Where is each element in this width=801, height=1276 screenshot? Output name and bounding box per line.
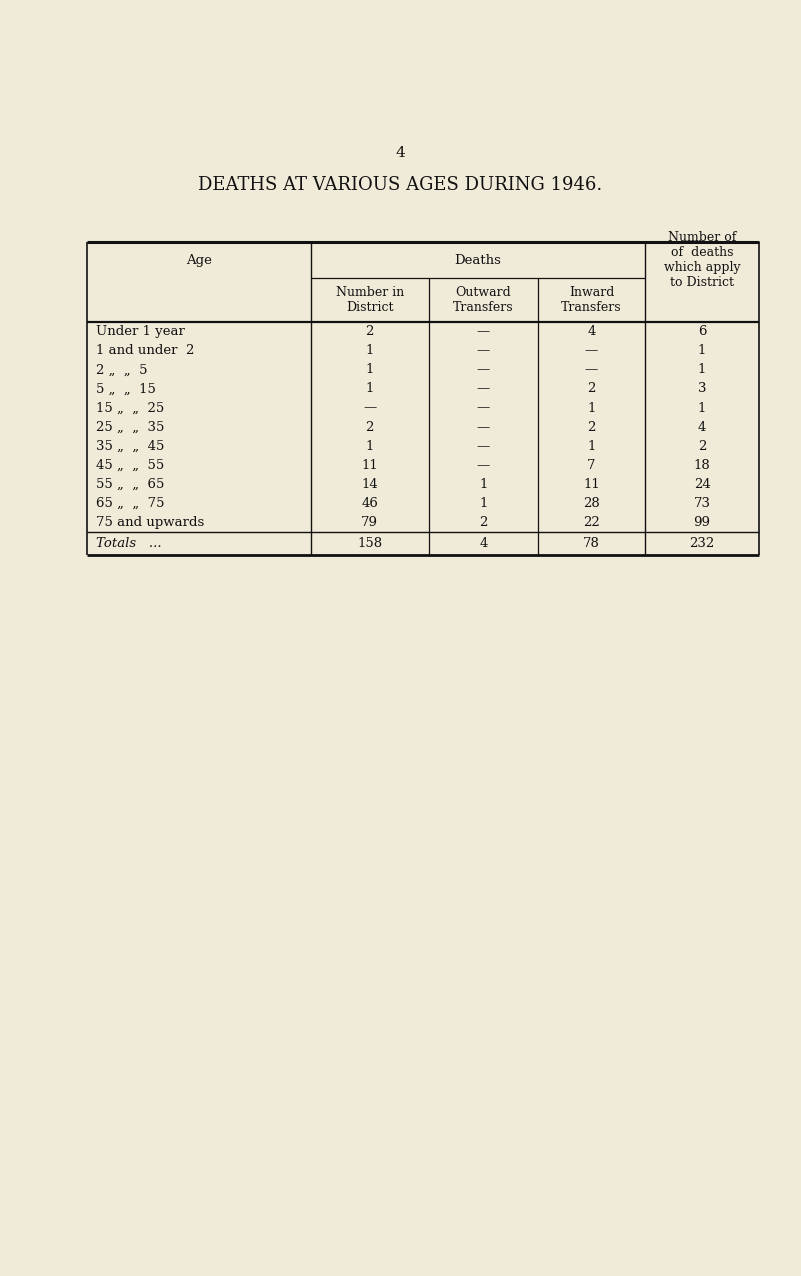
Text: 15 „  „  25: 15 „ „ 25 [96,402,164,415]
Text: 1: 1 [479,498,488,510]
Text: 46: 46 [361,498,378,510]
Text: Inward
Transfers: Inward Transfers [562,286,622,314]
Text: Totals   ...: Totals ... [96,537,162,550]
Text: 79: 79 [361,516,378,530]
Text: 1: 1 [698,364,706,376]
Text: 45 „  „  55: 45 „ „ 55 [96,459,164,472]
Text: —: — [363,402,376,415]
Text: 232: 232 [690,537,714,550]
Text: 1: 1 [365,345,374,357]
Text: Outward
Transfers: Outward Transfers [453,286,513,314]
Text: 4: 4 [698,421,706,434]
Text: 2 „  „  5: 2 „ „ 5 [96,364,147,376]
Text: 4: 4 [587,325,596,338]
Text: 1: 1 [365,364,374,376]
Text: 14: 14 [361,478,378,491]
Text: —: — [477,345,490,357]
Text: 2: 2 [698,440,706,453]
Text: Age: Age [186,254,211,267]
Text: 35 „  „  45: 35 „ „ 45 [96,440,164,453]
Text: 28: 28 [583,498,600,510]
Text: —: — [585,345,598,357]
Text: Number in
District: Number in District [336,286,404,314]
Text: Under 1 year: Under 1 year [96,325,185,338]
Text: 1: 1 [587,440,596,453]
Text: 4: 4 [479,537,488,550]
Text: —: — [477,459,490,472]
Text: 1: 1 [698,345,706,357]
Text: 65 „  „  75: 65 „ „ 75 [96,498,165,510]
Text: Deaths: Deaths [454,254,501,267]
Text: 7: 7 [587,459,596,472]
Text: 1 and under  2: 1 and under 2 [96,345,195,357]
Text: 22: 22 [583,516,600,530]
Text: 3: 3 [698,383,706,396]
Text: 1: 1 [698,402,706,415]
Text: —: — [477,440,490,453]
Text: —: — [585,364,598,376]
Text: 1: 1 [365,440,374,453]
Text: 99: 99 [694,516,710,530]
Text: 2: 2 [365,325,374,338]
Text: —: — [477,421,490,434]
Text: 1: 1 [587,402,596,415]
Text: 75 and upwards: 75 and upwards [96,516,204,530]
Text: 6: 6 [698,325,706,338]
Text: 4: 4 [396,147,405,160]
Text: 2: 2 [365,421,374,434]
Text: 11: 11 [361,459,378,472]
Text: 11: 11 [583,478,600,491]
Text: 73: 73 [694,498,710,510]
Text: 25 „  „  35: 25 „ „ 35 [96,421,164,434]
Text: 78: 78 [583,537,600,550]
Text: Number of
of  deaths
which apply
to District: Number of of deaths which apply to Distr… [664,231,740,290]
Text: —: — [477,402,490,415]
Text: DEATHS AT VARIOUS AGES DURING 1946.: DEATHS AT VARIOUS AGES DURING 1946. [199,176,602,194]
Text: 2: 2 [479,516,488,530]
Text: 158: 158 [357,537,382,550]
Text: —: — [477,383,490,396]
Text: 24: 24 [694,478,710,491]
Text: 2: 2 [587,421,596,434]
Text: 5 „  „  15: 5 „ „ 15 [96,383,156,396]
Text: 1: 1 [479,478,488,491]
Text: 55 „  „  65: 55 „ „ 65 [96,478,164,491]
Text: 18: 18 [694,459,710,472]
Text: 1: 1 [365,383,374,396]
Text: —: — [477,325,490,338]
Text: —: — [477,364,490,376]
Text: 2: 2 [587,383,596,396]
